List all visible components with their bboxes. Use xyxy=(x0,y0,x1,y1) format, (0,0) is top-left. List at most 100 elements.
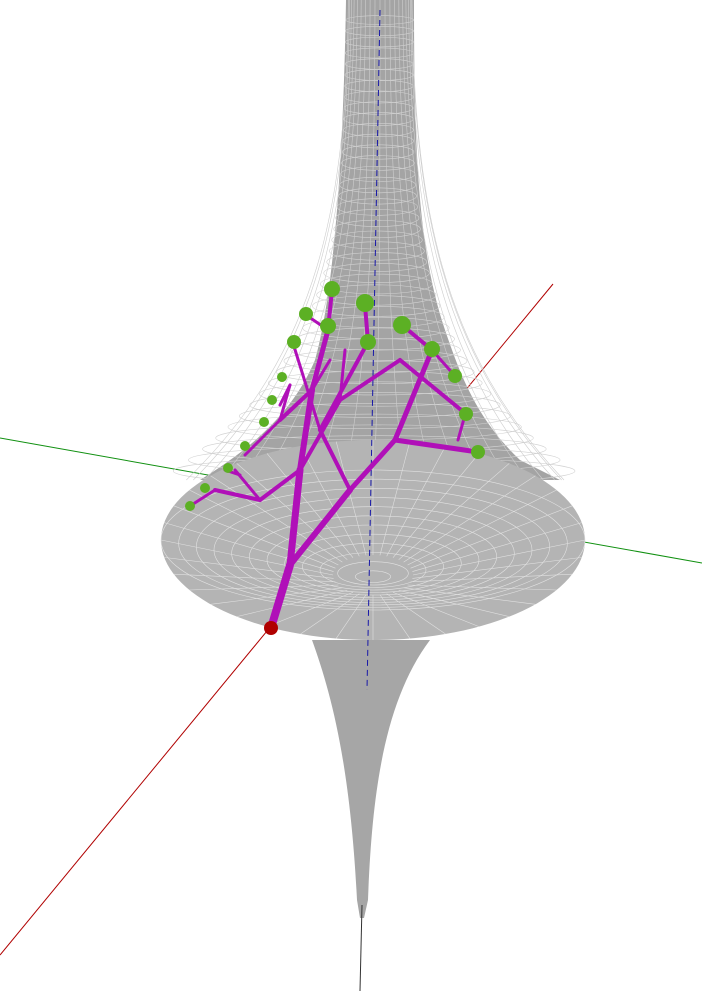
mesh-ring xyxy=(341,144,415,160)
mesh-disc-spoke xyxy=(379,441,411,556)
surface-spike-bottom xyxy=(312,640,430,918)
leaf-node xyxy=(200,483,210,493)
tree-branch xyxy=(258,468,302,502)
mesh-disc-spoke xyxy=(189,584,339,591)
mesh-disc-spoke xyxy=(173,573,336,583)
mesh-meridian xyxy=(193,0,350,481)
leaf-node xyxy=(471,445,485,459)
tree-branch xyxy=(310,358,332,392)
tree-branch xyxy=(318,340,370,432)
tree-branch xyxy=(286,466,304,569)
mesh-ring xyxy=(283,349,468,373)
mesh-disc-spoke xyxy=(210,475,343,563)
mesh-ring xyxy=(335,209,420,227)
tree-branch xyxy=(298,398,342,472)
mesh-ring xyxy=(341,155,415,171)
mesh-meridian xyxy=(408,0,544,481)
mesh-ring xyxy=(323,263,430,283)
mesh-ring xyxy=(326,252,428,272)
mesh-meridian xyxy=(315,0,371,481)
mesh-ring xyxy=(331,230,423,250)
tree-branch xyxy=(338,358,402,402)
mesh-ring xyxy=(338,187,417,205)
mesh-meridian xyxy=(410,0,555,481)
mesh-ring xyxy=(267,370,483,396)
mesh-disc-spoke xyxy=(266,592,354,627)
tree-branch xyxy=(392,437,481,455)
mesh-disc-spoke xyxy=(173,505,336,569)
leaf-node xyxy=(356,294,374,312)
mesh-disc-spoke xyxy=(386,593,446,635)
mesh-ring xyxy=(342,133,414,149)
mesh-meridian xyxy=(204,0,352,481)
mesh-ring xyxy=(312,295,441,317)
mesh-ring xyxy=(290,338,461,362)
mesh-disc-spoke xyxy=(412,522,582,572)
leaf-node xyxy=(459,407,473,421)
leaf-node xyxy=(320,318,336,334)
axis-z-lower xyxy=(359,904,363,991)
axis-z-dashed xyxy=(366,9,381,691)
mesh-disc-spoke xyxy=(189,489,339,566)
mesh-disc-spoke xyxy=(403,587,536,605)
mesh-disc-spoke xyxy=(392,592,480,627)
mesh-disc-spoke xyxy=(398,463,510,560)
mesh-meridian xyxy=(411,0,562,481)
tree-branch xyxy=(347,437,398,493)
mesh-disc-spoke xyxy=(266,453,354,558)
leaf-node xyxy=(299,307,313,321)
tree-branch xyxy=(213,488,262,502)
tree-branch xyxy=(290,338,322,432)
tree-branch xyxy=(278,383,292,407)
mesh-disc-spoke xyxy=(410,573,573,583)
mesh-disc-spoke xyxy=(335,594,367,639)
mesh-disc-spoke xyxy=(412,557,582,579)
tree-branch xyxy=(309,327,331,393)
tree-branch xyxy=(318,428,352,492)
mesh-meridian xyxy=(373,0,381,481)
mesh-ring xyxy=(336,198,418,216)
leaf-node xyxy=(185,501,195,511)
mesh-ring xyxy=(329,241,425,261)
surface-neck-top xyxy=(200,0,560,480)
mesh-meridian xyxy=(394,0,461,481)
mesh-meridian xyxy=(389,0,434,481)
mesh-disc-spoke xyxy=(412,539,586,576)
mesh-disc-spoke xyxy=(236,463,348,560)
mesh-disc-spoke xyxy=(410,505,573,569)
surface-mesh-top xyxy=(172,0,576,486)
mesh-meridian xyxy=(402,0,509,481)
mesh-ring xyxy=(333,219,421,239)
leaf-node xyxy=(448,369,462,383)
mesh-disc-spoke xyxy=(392,453,480,558)
mesh-disc-spoke xyxy=(300,445,360,557)
mesh-meridian xyxy=(405,0,528,481)
mesh-meridian xyxy=(411,0,565,481)
mesh-meridian xyxy=(398,0,486,481)
leaf-node xyxy=(287,335,301,349)
mesh-ring xyxy=(259,381,492,407)
tree-branch xyxy=(243,438,262,457)
leaf-node xyxy=(360,334,376,350)
tree-branch xyxy=(297,387,315,473)
mesh-disc-spoke xyxy=(379,594,411,639)
mesh-disc-spoke xyxy=(407,584,557,591)
mesh-disc-spoke xyxy=(236,590,348,617)
mesh-ring xyxy=(249,392,501,418)
surface-of-revolution xyxy=(160,0,586,918)
mesh-meridian xyxy=(287,0,366,481)
leaf-node xyxy=(267,395,277,405)
leaf-node xyxy=(424,341,440,357)
leaf-node xyxy=(240,441,250,451)
mesh-disc-spoke xyxy=(403,475,536,563)
mesh-disc-ring xyxy=(337,561,409,586)
tree-branch xyxy=(278,388,314,422)
mesh-ring xyxy=(345,36,414,48)
surface-mesh-disc xyxy=(160,440,586,640)
leaf-node xyxy=(324,281,340,297)
mesh-disc-spoke xyxy=(398,590,510,617)
mesh-disc-ring xyxy=(355,570,391,583)
tree-branch xyxy=(392,347,435,443)
mesh-meridian xyxy=(262,0,362,481)
branching-tree xyxy=(185,281,485,632)
